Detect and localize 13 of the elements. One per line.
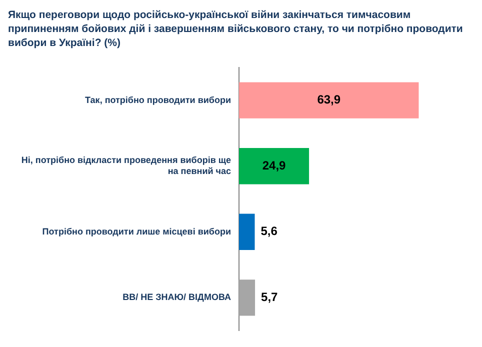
data-label: 63,9 bbox=[317, 92, 341, 107]
chart-title: Якщо переговори щодо російсько-української війни закінчаться тимчасовим припиненням бойових дій і завершенням військового стану, то чи потрібно проводити вибори в Україні? (%) bbox=[8, 8, 464, 50]
y-tick-label: Потрібно проводити лише місцеві вибори bbox=[42, 226, 231, 236]
data-label: 5,7 bbox=[261, 290, 278, 304]
data-label: 24,9 bbox=[262, 158, 286, 172]
y-tick-label: Так, потрібно проводити вибори bbox=[85, 94, 231, 105]
data-label: 5,6 bbox=[260, 224, 278, 238]
bar bbox=[239, 148, 310, 184]
bar bbox=[239, 214, 255, 250]
bar bbox=[239, 82, 419, 118]
bar bbox=[239, 280, 256, 316]
y-tick-label: ВВ/ НЕ ЗНАЮ/ ВІДМОВА bbox=[122, 292, 232, 302]
y-tick-label: Ні, потрібно відкласти проведення виборів ще на певний час bbox=[21, 155, 231, 176]
